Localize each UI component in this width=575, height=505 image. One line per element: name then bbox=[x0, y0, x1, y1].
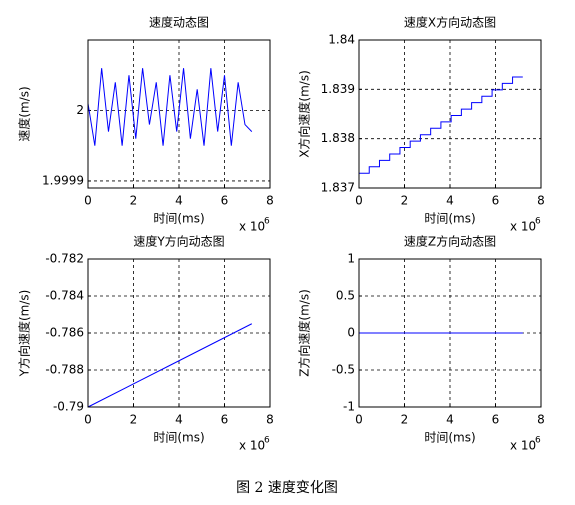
y-tick-label: -0.782 bbox=[45, 252, 84, 266]
figure-caption: 图 2 速度变化图 bbox=[236, 480, 338, 496]
y-axis-label: Z方向速度(m/s) bbox=[297, 289, 312, 377]
x-tick-label: 8 bbox=[266, 194, 274, 208]
x-axis-label: 时间(ms) bbox=[153, 212, 204, 226]
y-tick-label: 0.5 bbox=[336, 289, 355, 303]
x-tick-label: 2 bbox=[130, 194, 138, 208]
chart-title: 速度Z方向动态图 bbox=[404, 234, 496, 249]
x-scale-exponent: 6 bbox=[535, 436, 541, 446]
y-tick-label: -0.5 bbox=[332, 363, 355, 377]
x-tick-label: 8 bbox=[537, 194, 545, 208]
y-axis-label: 速度(m/s) bbox=[17, 86, 32, 141]
x-scale-exponent: 6 bbox=[264, 217, 270, 227]
x-tick-label: 8 bbox=[266, 413, 274, 427]
data-line bbox=[87, 68, 253, 146]
x-tick-label: 4 bbox=[175, 194, 183, 208]
x-scale-exponent: 6 bbox=[535, 217, 541, 227]
y-tick-label: 1.839 bbox=[321, 82, 355, 96]
x-scale-exponent: 6 bbox=[264, 436, 270, 446]
x-tick-label: 6 bbox=[221, 413, 229, 427]
data-line bbox=[87, 323, 253, 408]
y-tick-label: 2 bbox=[76, 103, 84, 117]
x-tick-label: 6 bbox=[492, 413, 500, 427]
x-tick-label: 2 bbox=[401, 413, 409, 427]
x-tick-label: 0 bbox=[84, 194, 92, 208]
y-tick-label: 1.838 bbox=[321, 131, 355, 145]
x-tick-label: 4 bbox=[175, 413, 183, 427]
x-axis-label: 时间(ms) bbox=[424, 212, 475, 226]
y-tick-label: 1.9999 bbox=[42, 173, 84, 187]
x-tick-label: 2 bbox=[130, 413, 138, 427]
y-tick-label: 1.837 bbox=[321, 181, 355, 195]
x-tick-label: 0 bbox=[355, 194, 363, 208]
y-tick-label: 1.84 bbox=[328, 33, 355, 47]
x-tick-label: 4 bbox=[446, 194, 454, 208]
y-tick-label: -1 bbox=[343, 400, 355, 414]
x-tick-label: 6 bbox=[221, 194, 229, 208]
y-tick-label: -0.784 bbox=[45, 289, 84, 303]
axes-box bbox=[358, 39, 542, 189]
x-tick-label: 2 bbox=[401, 194, 409, 208]
axes-box bbox=[358, 258, 542, 408]
axes-box bbox=[87, 39, 271, 189]
x-axis-label: 时间(ms) bbox=[424, 431, 475, 445]
x-scale-label: x 10 bbox=[510, 220, 536, 234]
y-axis-label: Y方向速度(m/s) bbox=[17, 290, 32, 378]
y-axis-label: X方向速度(m/s) bbox=[297, 70, 312, 158]
x-axis-label: 时间(ms) bbox=[153, 431, 204, 445]
x-tick-label: 0 bbox=[355, 413, 363, 427]
chart-title: 速度Y方向动态图 bbox=[133, 234, 224, 249]
x-tick-label: 8 bbox=[537, 413, 545, 427]
y-tick-label: -0.79 bbox=[53, 400, 84, 414]
chart-title: 速度X方向动态图 bbox=[404, 15, 496, 30]
y-tick-label: 0 bbox=[347, 326, 355, 340]
data-line bbox=[359, 76, 523, 174]
x-scale-label: x 10 bbox=[239, 220, 265, 234]
y-tick-label: -0.786 bbox=[45, 326, 84, 340]
x-tick-label: 4 bbox=[446, 413, 454, 427]
x-tick-label: 6 bbox=[492, 194, 500, 208]
chart-title: 速度动态图 bbox=[149, 15, 209, 30]
x-tick-label: 0 bbox=[84, 413, 92, 427]
axes-box bbox=[87, 258, 271, 408]
x-scale-label: x 10 bbox=[510, 439, 536, 453]
y-tick-label: 1 bbox=[347, 252, 355, 266]
y-tick-label: -0.788 bbox=[45, 363, 84, 377]
x-scale-label: x 10 bbox=[239, 439, 265, 453]
